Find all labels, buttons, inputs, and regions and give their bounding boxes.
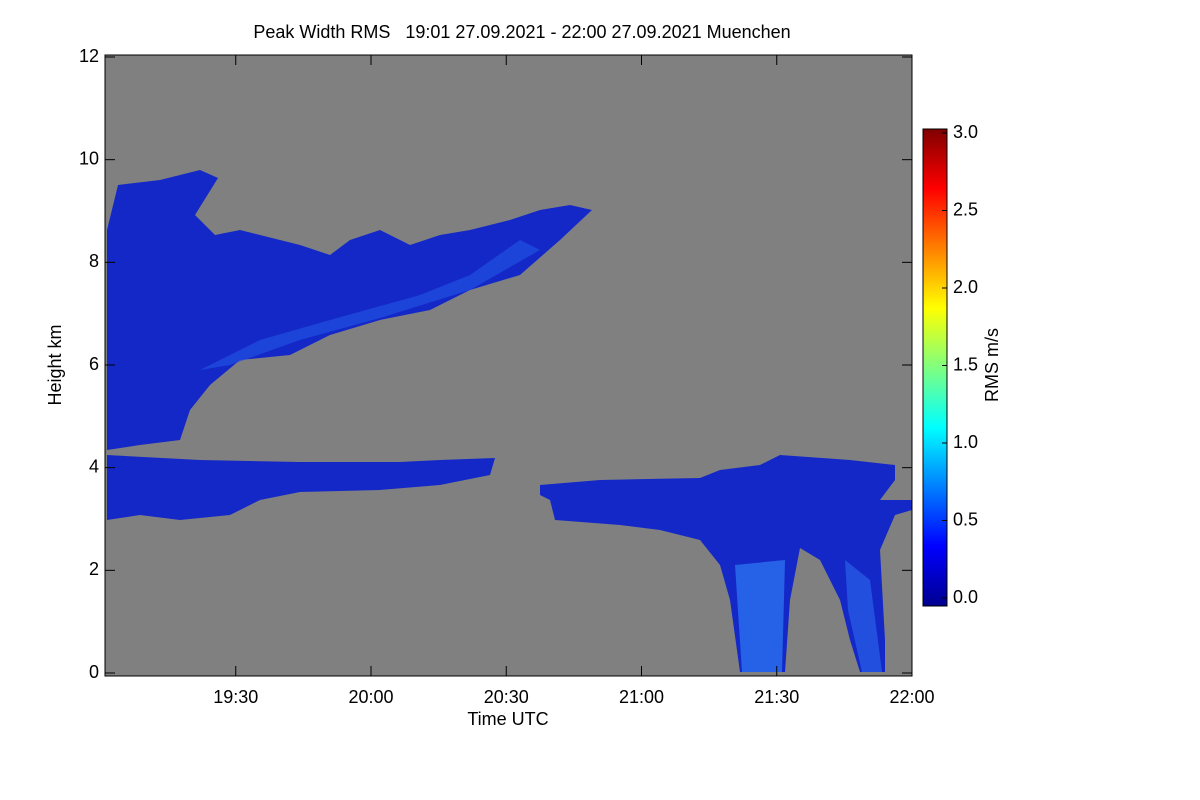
fall-streak: [735, 560, 785, 672]
fall-streak: [845, 560, 882, 672]
y-tick-label: 8: [89, 251, 99, 271]
right-precip: [540, 455, 912, 672]
x-axis-label: Time UTC: [467, 709, 548, 729]
colorbar-tick-label: 0.0: [953, 587, 978, 607]
mid-layer: [107, 455, 495, 520]
colorbar-tick-label: 3.0: [953, 122, 978, 142]
upper-cloud: [107, 170, 592, 450]
colorbar-label: RMS m/s: [982, 328, 1002, 402]
x-tick-label: 21:00: [619, 687, 664, 707]
band-highlight: [200, 240, 540, 370]
x-tick-label: 21:30: [754, 687, 799, 707]
colorbar-tick-label: 2.0: [953, 277, 978, 297]
y-tick-label: 12: [79, 46, 99, 66]
y-tick-label: 0: [89, 662, 99, 682]
colorbar-tick-label: 0.5: [953, 509, 978, 529]
y-tick-label: 10: [79, 148, 99, 168]
colorbar-tick-label: 1.5: [953, 354, 978, 374]
echo-field: [107, 170, 912, 672]
colorbar-tick-label: 1.0: [953, 432, 978, 452]
colorbar: [922, 128, 948, 607]
y-tick-label: 6: [89, 354, 99, 374]
x-tick-label: 22:00: [889, 687, 934, 707]
y-tick-label: 2: [89, 559, 99, 579]
y-axis-label: Height km: [45, 324, 65, 405]
x-tick-label: 20:30: [484, 687, 529, 707]
x-tick-label: 19:30: [213, 687, 258, 707]
y-tick-label: 4: [89, 456, 99, 476]
x-tick-label: 20:00: [348, 687, 393, 707]
colorbar-tick-label: 2.5: [953, 199, 978, 219]
chart-title: Peak Width RMS 19:01 27.09.2021 - 22:00 …: [253, 22, 790, 42]
